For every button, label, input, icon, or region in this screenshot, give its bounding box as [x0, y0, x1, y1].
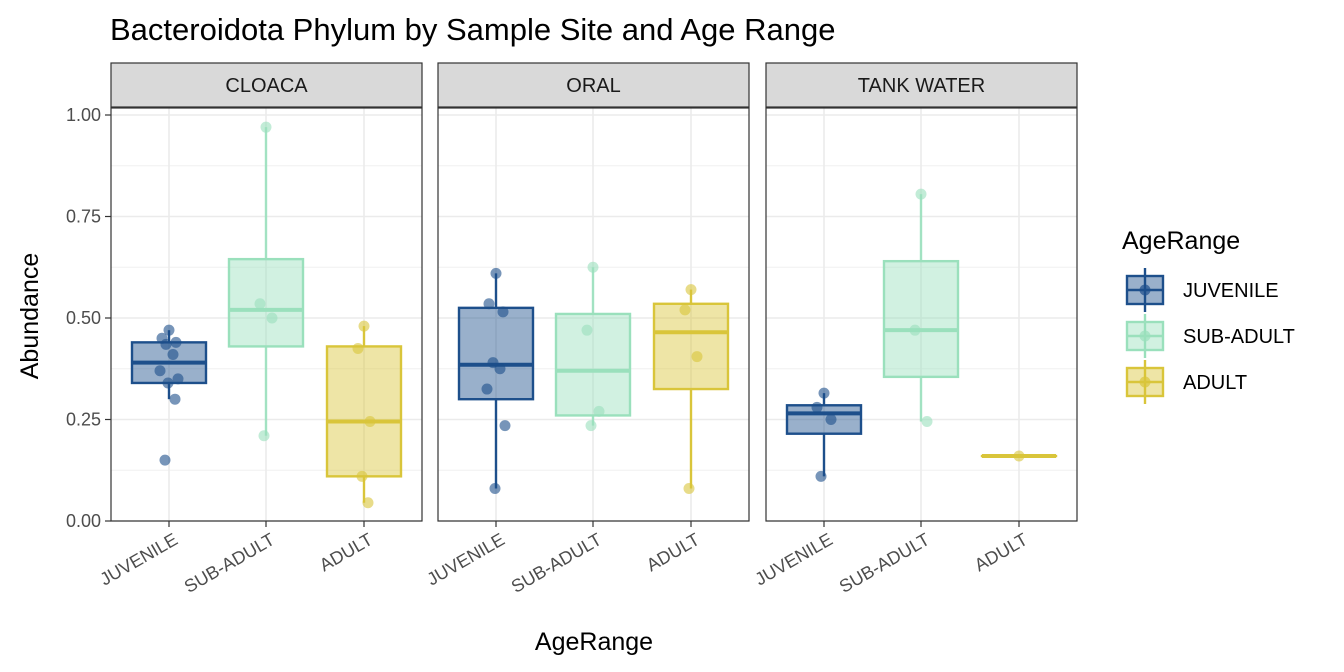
- data-point: [358, 320, 370, 332]
- facet-strip-label: ORAL: [566, 75, 620, 97]
- x-tick-label: ADULT: [971, 529, 1031, 575]
- data-point: [921, 416, 933, 428]
- data-point: [685, 284, 697, 296]
- box-iqr: [652, 302, 730, 391]
- data-point: [679, 304, 691, 316]
- data-point: [497, 306, 509, 318]
- y-tick-label: 0.25: [66, 410, 101, 430]
- facet-strip: [437, 62, 750, 108]
- box-iqr: [325, 345, 403, 478]
- data-point: [593, 405, 605, 417]
- data-point: [587, 261, 599, 273]
- data-point: [909, 324, 921, 336]
- y-tick-label: 0.50: [66, 308, 101, 328]
- box-iqr: [785, 404, 863, 435]
- x-tick-label: ADULT: [316, 529, 376, 575]
- facet-strip: [110, 62, 423, 108]
- facet-strip-label: CLOACA: [225, 75, 308, 97]
- legend-key: [1125, 268, 1165, 312]
- data-point: [159, 454, 171, 466]
- data-point: [169, 393, 181, 405]
- box-adult: [652, 284, 730, 495]
- y-tick-label: 1.00: [66, 105, 101, 125]
- data-point: [162, 377, 174, 389]
- data-point: [825, 414, 837, 425]
- box-sub-adult: [554, 261, 632, 432]
- facet-strip: [765, 62, 1078, 108]
- data-point: [352, 342, 364, 354]
- legend-label: ADULT: [1183, 372, 1247, 394]
- y-tick-label: 0.00: [66, 511, 101, 531]
- data-point: [163, 324, 175, 336]
- box-juvenile: [130, 324, 208, 466]
- legend-entry-sub-adult: SUB-ADULT: [1125, 314, 1295, 358]
- data-point: [915, 188, 927, 200]
- data-point: [818, 387, 830, 399]
- legend-key: [1125, 360, 1165, 404]
- data-point: [683, 483, 695, 495]
- box-iqr: [554, 312, 632, 417]
- facet-strip-label: TANK WATER: [858, 75, 985, 97]
- y-tick-label: 0.75: [66, 207, 101, 227]
- data-point: [356, 470, 368, 482]
- x-axis-title: AgeRange: [535, 628, 653, 656]
- data-point: [490, 267, 502, 279]
- data-point: [364, 416, 376, 428]
- box-sub-adult: [882, 188, 960, 428]
- data-point: [581, 324, 593, 336]
- data-point: [266, 312, 278, 324]
- chart-title: Bacteroidota Phylum by Sample Site and A…: [110, 12, 836, 47]
- x-tick-label: ADULT: [643, 529, 703, 575]
- box-juvenile: [785, 387, 863, 482]
- data-point: [154, 365, 166, 377]
- x-tick-label: JUVENILE: [423, 529, 508, 589]
- facet-panel-tank-water: TANK WATER JUVENILE SUB-ADULT ADULT: [751, 62, 1078, 597]
- data-point: [362, 497, 374, 509]
- legend-label: SUB-ADULT: [1183, 326, 1295, 348]
- data-point: [1013, 450, 1025, 462]
- x-tick-label: JUVENILE: [751, 529, 836, 589]
- data-point: [172, 373, 184, 385]
- data-point: [170, 336, 182, 348]
- data-point: [481, 383, 493, 395]
- y-axis: 0.00 0.25 0.50 0.75 1.00: [66, 105, 111, 531]
- x-tick-label: SUB-ADULT: [508, 529, 605, 597]
- x-tick-label: SUB-ADULT: [836, 529, 933, 597]
- x-tick-label: JUVENILE: [96, 529, 181, 589]
- legend-title: AgeRange: [1122, 227, 1240, 255]
- data-point: [483, 298, 495, 310]
- data-point: [167, 349, 179, 361]
- legend-entry-juvenile: JUVENILE: [1125, 268, 1279, 312]
- data-point: [258, 430, 270, 442]
- box-iqr: [457, 306, 535, 401]
- box-juvenile: [457, 267, 535, 495]
- data-point: [254, 298, 266, 310]
- legend-key: [1125, 314, 1165, 358]
- data-point: [489, 483, 501, 495]
- box-iqr: [227, 257, 305, 348]
- facet-panel-oral: ORAL JUVENILE SUB-ADULT ADULT: [423, 62, 750, 597]
- legend: AgeRange JUVENILE SUB-ADULT ADULT: [1122, 227, 1295, 404]
- data-point: [160, 338, 172, 350]
- data-point: [499, 420, 511, 432]
- legend-label: JUVENILE: [1183, 280, 1279, 302]
- data-point: [811, 401, 823, 413]
- facet-panel-cloaca: CLOACA JUVENILE SUB-ADULT ADULT: [96, 62, 423, 597]
- y-axis-title: Abundance: [16, 253, 44, 380]
- data-point: [260, 121, 272, 133]
- x-tick-label: SUB-ADULT: [181, 529, 278, 597]
- legend-entry-adult: ADULT: [1125, 360, 1247, 404]
- data-point: [815, 470, 827, 482]
- data-point: [585, 420, 597, 432]
- data-point: [691, 351, 703, 363]
- box-adult: [325, 320, 403, 509]
- box-iqr: [882, 259, 960, 379]
- box-adult: [980, 450, 1058, 462]
- data-point: [494, 363, 506, 375]
- box-sub-adult: [227, 121, 305, 442]
